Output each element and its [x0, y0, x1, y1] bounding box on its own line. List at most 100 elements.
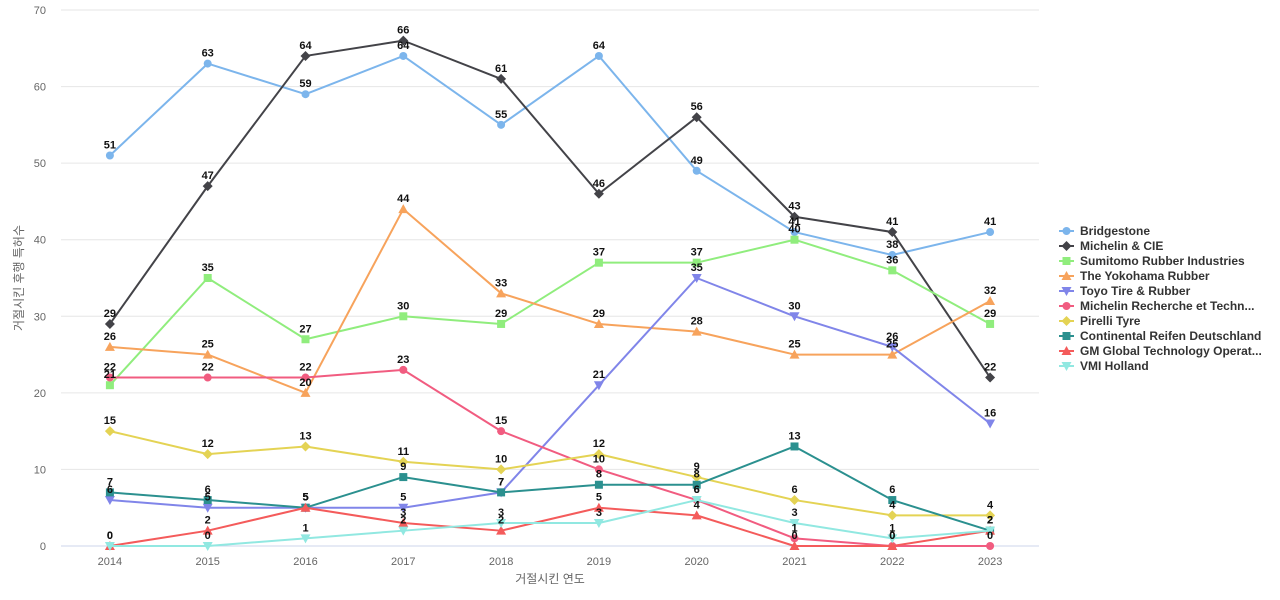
- data-point[interactable]: [398, 503, 409, 513]
- data-point[interactable]: [399, 51, 408, 60]
- data-point[interactable]: [202, 525, 213, 535]
- data-point[interactable]: [986, 228, 995, 237]
- data-point[interactable]: [497, 488, 506, 497]
- data-point[interactable]: [496, 288, 507, 298]
- data-point[interactable]: [203, 274, 212, 282]
- data-point[interactable]: [692, 480, 701, 489]
- data-point[interactable]: [593, 519, 604, 529]
- legend-label[interactable]: Bridgestone: [1080, 224, 1150, 238]
- legend-symbol[interactable]: [1061, 316, 1072, 326]
- data-point[interactable]: [789, 312, 800, 322]
- data-point[interactable]: [691, 326, 702, 336]
- data-point[interactable]: [399, 365, 408, 374]
- data-point[interactable]: [497, 319, 506, 328]
- data-point[interactable]: [986, 319, 995, 328]
- data-point[interactable]: [887, 227, 898, 238]
- legend-symbol[interactable]: [1061, 241, 1072, 251]
- data-point[interactable]: [887, 534, 898, 544]
- data-point[interactable]: [105, 488, 114, 497]
- data-point[interactable]: [104, 426, 115, 437]
- data-point[interactable]: [986, 542, 995, 550]
- data-point[interactable]: [887, 349, 898, 359]
- legend-symbol[interactable]: [1061, 271, 1072, 280]
- data-point[interactable]: [398, 518, 409, 528]
- data-point[interactable]: [593, 188, 604, 199]
- legend-item[interactable]: Michelin Recherche et Techn...: [1059, 299, 1255, 313]
- data-point[interactable]: [887, 342, 898, 352]
- data-point[interactable]: [593, 318, 604, 328]
- data-point[interactable]: [790, 228, 799, 237]
- data-point[interactable]: [496, 73, 507, 84]
- data-point[interactable]: [691, 112, 702, 123]
- data-point[interactable]: [398, 456, 409, 467]
- legend-symbol[interactable]: [1062, 302, 1071, 310]
- data-point[interactable]: [789, 211, 800, 222]
- data-point[interactable]: [496, 519, 507, 529]
- legend-symbol[interactable]: [1062, 227, 1071, 235]
- data-point[interactable]: [887, 541, 898, 550]
- legend-symbol[interactable]: [1061, 362, 1072, 371]
- data-point[interactable]: [691, 274, 702, 283]
- legend-item[interactable]: VMI Holland: [1059, 359, 1149, 373]
- legend-label[interactable]: Toyo Tire & Rubber: [1080, 284, 1191, 298]
- data-point[interactable]: [790, 534, 799, 543]
- legend-label[interactable]: Pirelli Tyre: [1080, 314, 1141, 328]
- legend-symbol[interactable]: [1061, 346, 1072, 355]
- data-point[interactable]: [888, 496, 897, 505]
- data-point[interactable]: [985, 295, 996, 305]
- legend-item[interactable]: Bridgestone: [1059, 224, 1150, 238]
- data-point[interactable]: [202, 503, 213, 513]
- legend-label[interactable]: Sumitomo Rubber Industries: [1080, 254, 1245, 268]
- data-point[interactable]: [104, 542, 115, 551]
- legend-label[interactable]: Continental Reifen Deutschland: [1080, 329, 1261, 343]
- data-point[interactable]: [497, 427, 506, 436]
- data-point[interactable]: [789, 519, 800, 529]
- legend-symbol[interactable]: [1061, 287, 1072, 296]
- legend-item[interactable]: GM Global Technology Operat...: [1059, 344, 1262, 358]
- data-point[interactable]: [593, 381, 604, 391]
- data-point[interactable]: [104, 318, 115, 329]
- data-point[interactable]: [985, 419, 996, 429]
- data-point[interactable]: [105, 151, 114, 160]
- data-point[interactable]: [789, 495, 800, 506]
- data-point[interactable]: [790, 235, 799, 244]
- data-point[interactable]: [593, 502, 604, 512]
- data-point[interactable]: [692, 258, 701, 267]
- legend-item[interactable]: The Yokohama Rubber: [1059, 269, 1210, 283]
- data-point[interactable]: [203, 373, 212, 382]
- data-point[interactable]: [594, 258, 603, 267]
- data-point[interactable]: [398, 204, 409, 214]
- legend-label[interactable]: The Yokohama Rubber: [1080, 269, 1210, 283]
- data-point[interactable]: [691, 472, 702, 483]
- data-point[interactable]: [300, 534, 311, 544]
- data-point[interactable]: [301, 90, 310, 99]
- data-point[interactable]: [985, 526, 996, 536]
- data-point[interactable]: [887, 510, 898, 521]
- data-point[interactable]: [789, 541, 800, 550]
- legend-item[interactable]: Sumitomo Rubber Industries: [1059, 254, 1245, 268]
- legend-symbol[interactable]: [1062, 257, 1071, 265]
- data-point[interactable]: [202, 542, 213, 551]
- data-point[interactable]: [202, 449, 213, 460]
- data-point[interactable]: [104, 341, 115, 351]
- data-point[interactable]: [692, 166, 701, 175]
- data-point[interactable]: [202, 181, 213, 192]
- data-point[interactable]: [888, 251, 897, 260]
- data-point[interactable]: [594, 480, 603, 489]
- data-point[interactable]: [203, 59, 212, 68]
- data-point[interactable]: [202, 349, 213, 359]
- data-point[interactable]: [398, 35, 409, 46]
- data-point[interactable]: [594, 465, 603, 474]
- data-point[interactable]: [300, 441, 311, 452]
- data-point[interactable]: [399, 473, 408, 482]
- data-point[interactable]: [301, 335, 310, 344]
- legend-symbol[interactable]: [1062, 332, 1071, 340]
- data-point[interactable]: [985, 510, 996, 521]
- data-point[interactable]: [104, 496, 115, 506]
- data-point[interactable]: [497, 120, 506, 129]
- data-point[interactable]: [789, 349, 800, 359]
- data-point[interactable]: [399, 312, 408, 321]
- data-point[interactable]: [105, 373, 114, 382]
- data-point[interactable]: [398, 526, 409, 536]
